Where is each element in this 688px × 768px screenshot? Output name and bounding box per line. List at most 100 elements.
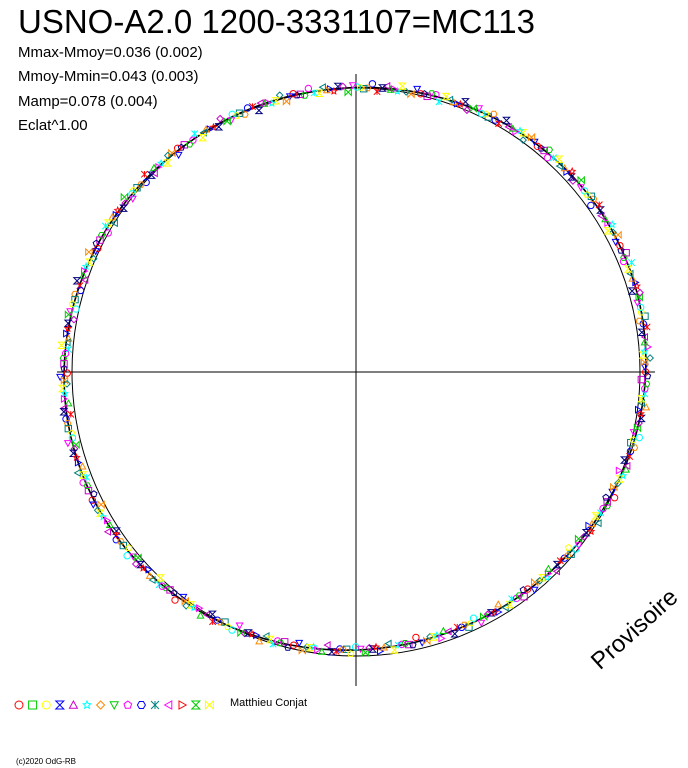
data-point [545,146,554,154]
data-point [554,155,564,163]
data-point [603,227,613,235]
data-point [640,363,649,372]
data-point [318,83,326,92]
legend-symbol-triangle-right [178,700,188,710]
data-point [475,105,484,113]
data-point [275,91,284,100]
data-point [253,631,261,640]
data-point [208,610,217,618]
data-point [636,409,645,418]
data-point [95,509,105,517]
data-point [112,210,121,219]
data-point [520,593,528,601]
data-point [162,584,170,592]
data-point [68,300,77,308]
stat-mamp: Mamp=0.078 (0.004) [18,93,158,110]
data-point [416,90,425,98]
data-point [438,634,446,643]
data-point [168,148,176,158]
data-point [432,90,440,99]
data-point [314,89,324,97]
data-point [477,619,486,628]
data-point [646,354,655,362]
data-point [640,346,649,355]
data-point [304,84,313,93]
data-point [224,623,232,630]
data-point [589,195,598,203]
data-point [177,143,185,151]
data-point [610,482,618,492]
data-point [289,641,298,649]
data-point [155,162,163,172]
data-point [344,87,352,97]
data-point [643,372,652,380]
data-point [556,557,564,565]
data-point [227,117,236,125]
data-point [530,586,539,595]
data-point [519,136,528,145]
data-point [191,130,199,138]
data-point [293,91,301,99]
data-point [105,520,114,528]
data-point [637,308,645,316]
data-point [265,635,275,644]
data-point [305,644,315,652]
data-point [635,405,643,414]
data-point [642,403,651,411]
data-point [298,645,306,655]
data-point [518,129,528,137]
data-point [439,626,448,634]
data-point [112,536,120,544]
data-point [103,527,111,536]
data-point [635,433,644,442]
data-point [595,201,603,209]
data-point [420,89,428,97]
data-point [73,468,81,477]
data-point [69,315,78,324]
data-point [412,633,420,642]
data-point [296,90,305,99]
data-point [62,415,70,423]
data-point [480,612,488,622]
data-point [63,329,71,338]
legend-symbol-triangle [68,699,79,709]
data-point [314,645,322,654]
data-point [60,389,69,398]
data-point [587,192,596,201]
data-point [174,151,183,160]
data-point [619,456,629,464]
legend-symbol-circle [41,700,51,710]
data-point [64,399,73,407]
data-point [338,82,347,91]
data-point [271,97,281,105]
data-point [505,600,515,609]
data-point [603,502,611,510]
data-point [628,259,636,267]
data-point [63,338,71,347]
data-point [88,496,97,504]
data-point [89,501,98,509]
data-point [486,609,496,617]
data-point [98,512,108,521]
data-point [281,638,289,646]
data-point [640,338,649,346]
data-point [495,120,503,128]
data-point [435,98,443,106]
data-point [119,541,128,550]
data-point [60,364,68,372]
data-point [78,471,88,479]
data-point [544,564,553,572]
chart-title: USNO-A2.0 1200-3331107=MC113 [18,3,536,40]
data-point [285,93,294,101]
data-point [134,553,142,563]
data-point [202,610,211,619]
data-point [72,440,80,450]
data-point [247,629,257,638]
data-point [630,444,639,451]
data-point [125,544,133,551]
data-point [81,261,91,271]
data-point [84,486,93,495]
data-point [563,552,572,560]
data-point [185,141,194,148]
data-point [91,248,100,256]
